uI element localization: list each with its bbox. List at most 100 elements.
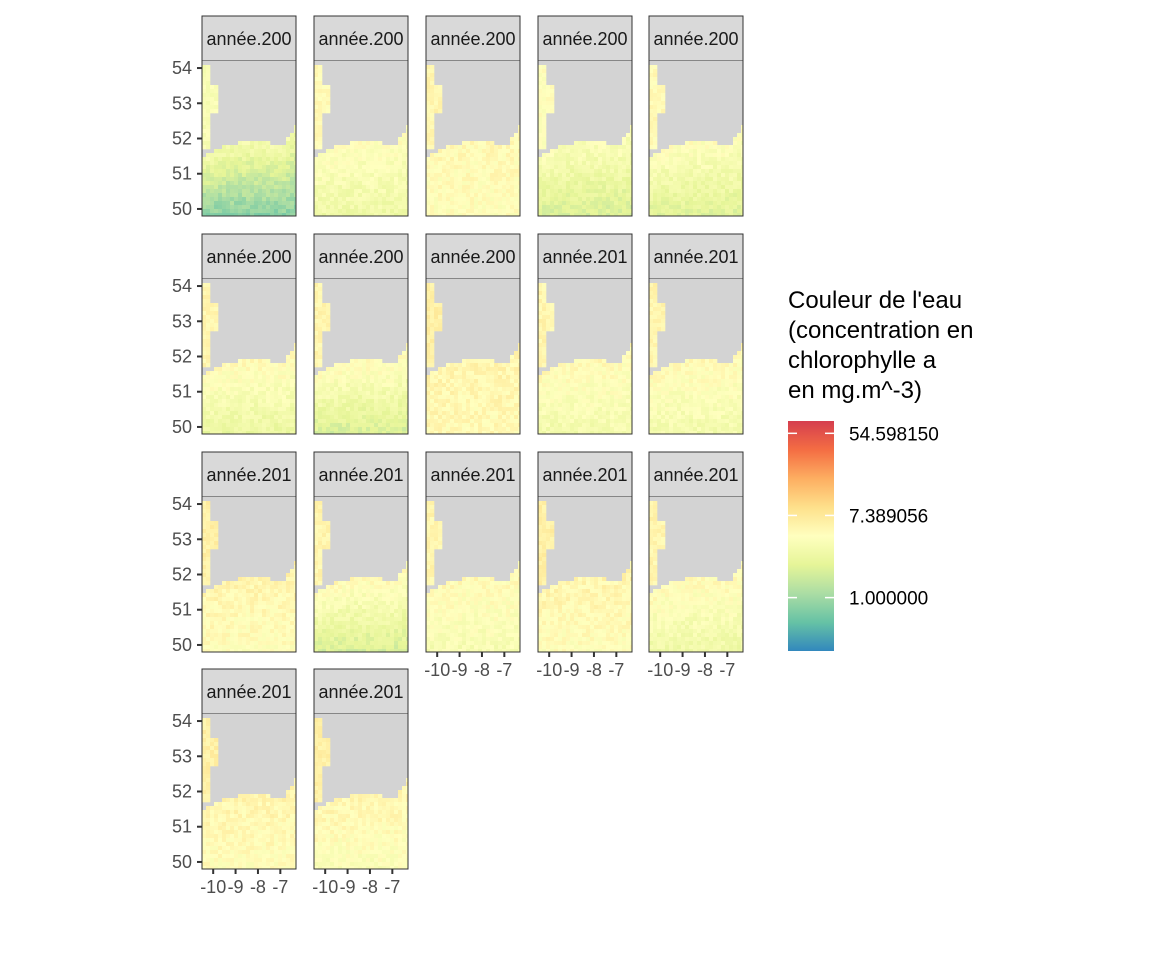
chlorophyll-cell (566, 399, 571, 404)
chlorophyll-cell (701, 185, 706, 190)
chlorophyll-cell (250, 201, 255, 206)
chlorophyll-cell (450, 423, 455, 428)
chlorophyll-cell (374, 391, 379, 396)
chlorophyll-cell (238, 383, 243, 388)
chlorophyll-cell (630, 415, 632, 420)
chlorophyll-cell (374, 213, 379, 216)
facet-panel: année.201 (537, 233, 633, 435)
chlorophyll-cell (729, 189, 734, 194)
chlorophyll-cell (626, 403, 631, 408)
chlorophyll-cell (254, 411, 259, 416)
chlorophyll-cell (518, 403, 520, 408)
chlorophyll-cell (614, 153, 619, 158)
chlorophyll-cell (586, 173, 591, 178)
chlorophyll-cell (314, 335, 319, 340)
chlorophyll-cell (570, 391, 575, 396)
chlorophyll-cell (494, 407, 499, 412)
chlorophyll-cell (653, 315, 658, 320)
chlorophyll-cell (482, 375, 487, 380)
chlorophyll-cell (725, 193, 730, 198)
chlorophyll-cell (594, 395, 599, 400)
chlorophyll-cell (482, 395, 487, 400)
chlorophyll-cell (498, 153, 503, 158)
chlorophyll-cell (270, 423, 275, 428)
chlorophyll-cell (657, 407, 662, 412)
chlorophyll-cell (693, 411, 698, 416)
chlorophyll-cell (470, 169, 475, 174)
chlorophyll-cell (446, 431, 451, 434)
chlorophyll-cell (430, 379, 435, 384)
chlorophyll-cell (470, 407, 475, 412)
chlorophyll-cell (446, 379, 451, 384)
chlorophyll-cell (614, 189, 619, 194)
chlorophyll-cell (402, 173, 407, 178)
chlorophyll-cell (737, 359, 742, 364)
chlorophyll-cell (210, 387, 215, 392)
chlorophyll-cell (466, 165, 471, 170)
chlorophyll-cell (370, 201, 375, 206)
chlorophyll-cell (290, 363, 295, 368)
chlorophyll-cell (450, 383, 455, 388)
chlorophyll-cell (374, 157, 379, 162)
chlorophyll-cell (454, 193, 459, 198)
chlorophyll-cell (250, 395, 255, 400)
chlorophyll-cell (462, 407, 467, 412)
chlorophyll-cell (326, 371, 331, 376)
chlorophyll-cell (354, 145, 359, 150)
chlorophyll-cell (705, 169, 710, 174)
chlorophyll-cell (322, 407, 327, 412)
chlorophyll-cell (286, 157, 291, 162)
chlorophyll-cell (290, 189, 295, 194)
chlorophyll-cell (202, 97, 207, 102)
chlorophyll-cell (578, 181, 583, 186)
chlorophyll-cell (626, 375, 631, 380)
chlorophyll-cell (390, 145, 395, 150)
chlorophyll-cell (550, 427, 555, 432)
chlorophyll-cell (262, 173, 267, 178)
chlorophyll-cell (510, 169, 515, 174)
chlorophyll-cell (685, 165, 690, 170)
chlorophyll-cell (334, 209, 339, 214)
chlorophyll-cell (466, 383, 471, 388)
chlorophyll-cell (430, 101, 435, 106)
chlorophyll-cell (430, 371, 435, 376)
chlorophyll-cell (550, 307, 555, 312)
chlorophyll-cell (238, 197, 243, 202)
chlorophyll-cell (206, 419, 211, 424)
chlorophyll-cell (689, 185, 694, 190)
chlorophyll-cell (346, 387, 351, 392)
chlorophyll-cell (510, 145, 515, 150)
chlorophyll-cell (342, 427, 347, 432)
chlorophyll-cell (238, 205, 243, 210)
chlorophyll-cell (514, 193, 519, 198)
chlorophyll-cell (290, 407, 295, 412)
chlorophyll-cell (729, 371, 734, 376)
chlorophyll-cell (378, 161, 383, 166)
chlorophyll-cell (494, 205, 499, 210)
chlorophyll-cell (430, 77, 435, 82)
chlorophyll-cell (370, 149, 375, 154)
chlorophyll-cell (709, 213, 714, 216)
chlorophyll-cell (630, 125, 632, 130)
chlorophyll-cell (378, 157, 383, 162)
chlorophyll-cell (470, 205, 475, 210)
chlorophyll-cell (426, 299, 431, 304)
chlorophyll-cell (546, 177, 551, 182)
chlorophyll-cell (234, 153, 239, 158)
chlorophyll-cell (661, 93, 666, 98)
chlorophyll-cell (274, 399, 279, 404)
chlorophyll-cell (546, 109, 551, 114)
chlorophyll-cell (725, 161, 730, 166)
chlorophyll-cell (366, 189, 371, 194)
chlorophyll-cell (434, 307, 439, 312)
chlorophyll-cell (622, 355, 627, 360)
chlorophyll-cell (402, 189, 407, 194)
chlorophyll-cell (426, 323, 431, 328)
chlorophyll-cell (258, 431, 263, 434)
chlorophyll-cell (514, 355, 519, 360)
chlorophyll-cell (426, 213, 431, 216)
chlorophyll-cell (318, 287, 323, 292)
chlorophyll-cell (518, 395, 520, 400)
chlorophyll-cell (474, 193, 479, 198)
chlorophyll-cell (242, 145, 247, 150)
